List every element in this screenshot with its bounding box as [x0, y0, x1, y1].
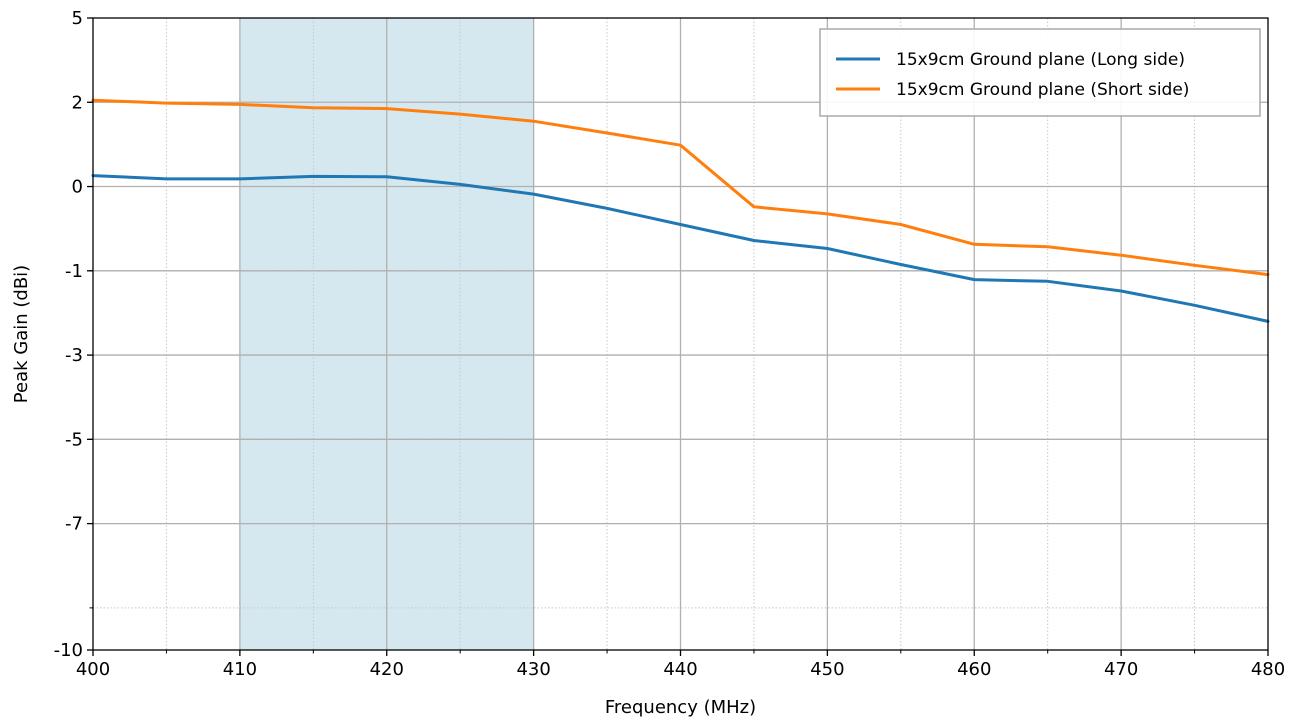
minor-grid	[93, 18, 1268, 650]
y-tick-label: -5	[65, 429, 83, 450]
y-axis-label: Peak Gain (dBi)	[11, 265, 32, 403]
x-tick-label: 410	[223, 659, 257, 680]
x-tick-label: 480	[1251, 659, 1285, 680]
y-tick-label: -3	[65, 345, 83, 366]
x-axis-label: Frequency (MHz)	[605, 697, 756, 718]
series-line-long-side	[91, 174, 1270, 323]
legend-box	[819, 28, 1261, 117]
y-tick-labels: 5 2 0 -1 -3 -5 -7 -10	[54, 8, 83, 661]
tick-layer	[87, 17, 1269, 656]
x-tick-label: 400	[76, 659, 110, 680]
legend-label-short-side: 15x9cm Ground plane (Short side)	[896, 80, 1189, 100]
x-tick-label: 430	[516, 659, 550, 680]
x-tick-label: 440	[663, 659, 697, 680]
x-tick-label: 450	[810, 659, 844, 680]
y-tick-label: -10	[54, 640, 83, 661]
major-grid	[93, 18, 1268, 650]
series-layer	[91, 98, 1270, 323]
y-tick-label: -1	[65, 261, 83, 282]
y-tick-label: 0	[72, 177, 83, 198]
y-tick-label: 2	[72, 92, 83, 113]
legend-label-long-side: 15x9cm Ground plane (Long side)	[896, 50, 1185, 70]
x-tick-label: 460	[957, 659, 991, 680]
x-tick-label: 420	[370, 659, 404, 680]
x-tick-label: 470	[1104, 659, 1138, 680]
series-line-short-side	[91, 98, 1270, 277]
y-tick-label: 5	[72, 8, 83, 29]
y-tick-label: -7	[65, 514, 83, 535]
x-tick-labels: 400 410 420 430 440 450 460 470 480	[76, 659, 1285, 680]
legend: 15x9cm Ground plane (Long side) 15x9cm Gr…	[819, 28, 1261, 117]
